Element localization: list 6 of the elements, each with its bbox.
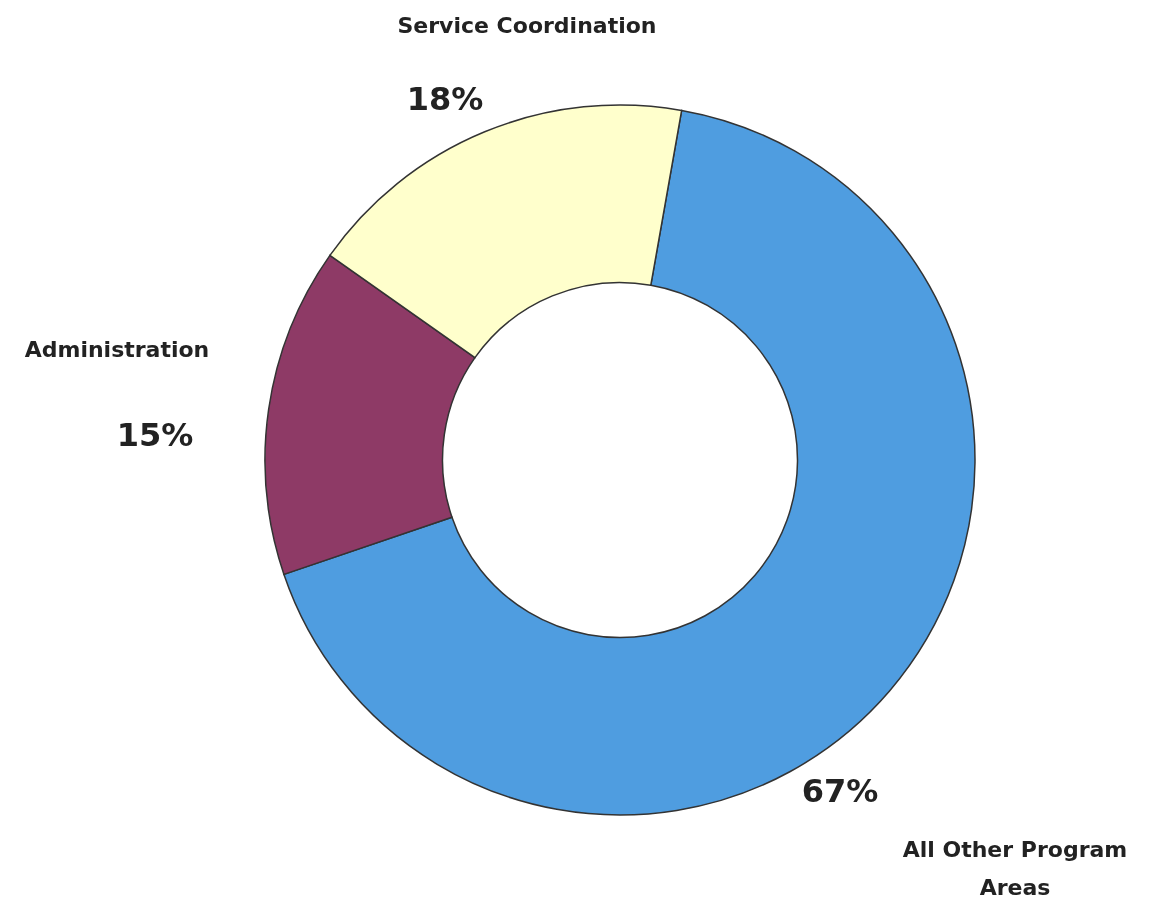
data-label: 15% xyxy=(116,416,194,454)
slice-label: Service Coordination xyxy=(397,13,657,38)
data-label: 18% xyxy=(406,80,484,118)
slice-label: Administration xyxy=(24,337,210,362)
data-label: 67% xyxy=(801,772,879,810)
slice-label: All Other Program Areas xyxy=(902,837,1128,900)
